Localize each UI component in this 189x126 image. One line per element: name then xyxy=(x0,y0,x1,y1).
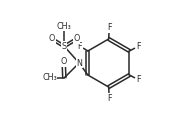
Text: F: F xyxy=(136,42,141,51)
Text: S: S xyxy=(62,42,67,51)
Text: CH₃: CH₃ xyxy=(57,22,72,30)
Text: F: F xyxy=(107,94,112,103)
Text: F: F xyxy=(78,42,82,51)
Text: F: F xyxy=(107,23,112,32)
Text: O: O xyxy=(74,35,80,43)
Text: CH₃: CH₃ xyxy=(42,73,57,82)
Text: O: O xyxy=(60,57,67,66)
Text: O: O xyxy=(49,35,55,43)
Text: F: F xyxy=(136,75,141,84)
Text: N: N xyxy=(76,58,82,68)
